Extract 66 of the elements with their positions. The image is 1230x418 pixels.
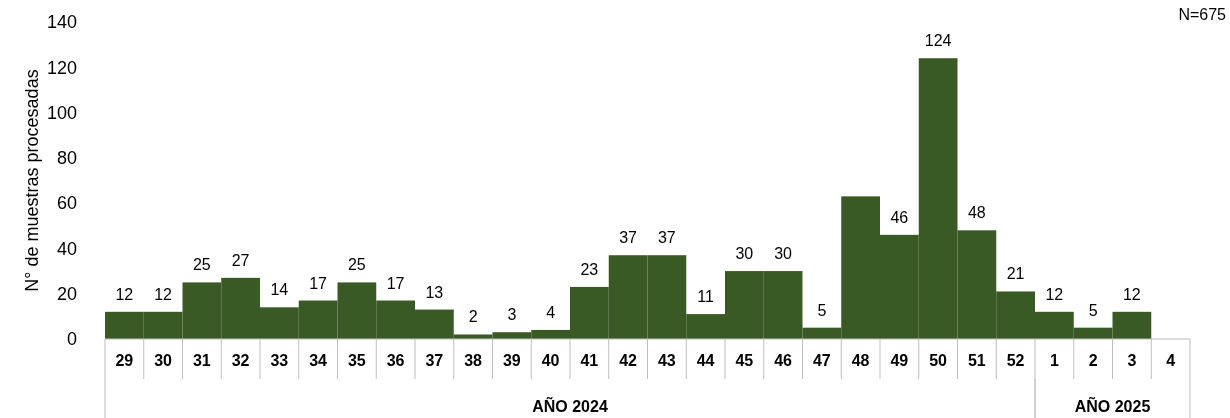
data-label: 17 bbox=[309, 274, 328, 292]
y-tick-label: 20 bbox=[56, 283, 77, 304]
data-label: 12 bbox=[1045, 285, 1064, 303]
x-tick-label: 36 bbox=[386, 352, 405, 369]
x-tick-label: 30 bbox=[154, 352, 173, 369]
y-tick-label: 40 bbox=[56, 238, 77, 259]
x-tick-label: 3 bbox=[1127, 352, 1137, 369]
data-label: 14 bbox=[270, 281, 289, 299]
y-axis-title: N° de muestras procesadas bbox=[22, 69, 42, 292]
x-tick-label: 32 bbox=[231, 352, 250, 369]
y-tick-label: 80 bbox=[56, 148, 77, 169]
x-tick-label: 31 bbox=[192, 352, 211, 369]
x-tick-label: 52 bbox=[1006, 352, 1025, 369]
x-tick-label: 38 bbox=[464, 352, 483, 369]
x-tick-label: 47 bbox=[812, 352, 831, 369]
x-tick-label: 41 bbox=[580, 352, 599, 369]
x-tick-label: 49 bbox=[890, 352, 909, 369]
data-label: 48 bbox=[967, 204, 986, 222]
data-label: 11 bbox=[697, 288, 715, 306]
data-label: 46 bbox=[890, 208, 909, 226]
data-label: 21 bbox=[1006, 265, 1025, 283]
data-label: 25 bbox=[347, 256, 366, 274]
data-label: 5 bbox=[1088, 301, 1098, 319]
y-tick-label: 0 bbox=[66, 329, 77, 350]
x-tick-label: 42 bbox=[619, 352, 638, 369]
x-tick-label: 51 bbox=[967, 352, 986, 369]
y-tick-label: 100 bbox=[46, 102, 77, 123]
data-label: 4 bbox=[546, 303, 556, 321]
data-label: 12 bbox=[1122, 285, 1141, 303]
data-label: 12 bbox=[154, 285, 173, 303]
data-label: 13 bbox=[425, 283, 444, 301]
data-label: 27 bbox=[231, 251, 250, 269]
x-tick-label: 37 bbox=[425, 352, 444, 369]
data-label: 23 bbox=[580, 260, 599, 278]
x-tick-label: 34 bbox=[309, 352, 328, 369]
text: AÑO 2025 bbox=[1074, 396, 1151, 415]
x-tick-label: 48 bbox=[851, 352, 870, 369]
y-tick-label: 140 bbox=[46, 12, 77, 33]
data-label: 25 bbox=[192, 256, 211, 274]
y-tick-label: 60 bbox=[56, 193, 77, 214]
data-label: 30 bbox=[774, 245, 793, 263]
annotation: N=675 bbox=[1178, 6, 1227, 23]
data-label: 12 bbox=[115, 285, 134, 303]
data-label: 5 bbox=[817, 301, 827, 319]
data-label: 30 bbox=[735, 245, 754, 263]
x-tick-label: 35 bbox=[347, 352, 366, 369]
data-label: 124 bbox=[924, 32, 952, 50]
x-tick-label: 4 bbox=[1166, 352, 1176, 369]
x-tick-label: 39 bbox=[502, 352, 521, 369]
text: AÑO 2024 bbox=[532, 396, 608, 415]
x-tick-label: 50 bbox=[929, 352, 948, 369]
x-tick-label: 40 bbox=[541, 352, 560, 369]
x-tick-label: 46 bbox=[774, 352, 793, 369]
x-tick-label: 1 bbox=[1049, 352, 1059, 369]
x-tick-label: 2 bbox=[1088, 352, 1098, 369]
data-label: 37 bbox=[657, 229, 676, 247]
data-label: 17 bbox=[386, 274, 405, 292]
y-tick-label: 120 bbox=[46, 57, 77, 78]
data-label: 3 bbox=[507, 306, 517, 324]
x-tick-label: 43 bbox=[657, 352, 676, 369]
x-tick-label: 44 bbox=[696, 352, 715, 369]
x-tick-label: 33 bbox=[270, 352, 289, 369]
x-tick-label: 29 bbox=[115, 352, 134, 369]
x-tick-label: 45 bbox=[735, 352, 754, 369]
data-label: 2 bbox=[468, 308, 478, 326]
data-label: 37 bbox=[619, 229, 638, 247]
